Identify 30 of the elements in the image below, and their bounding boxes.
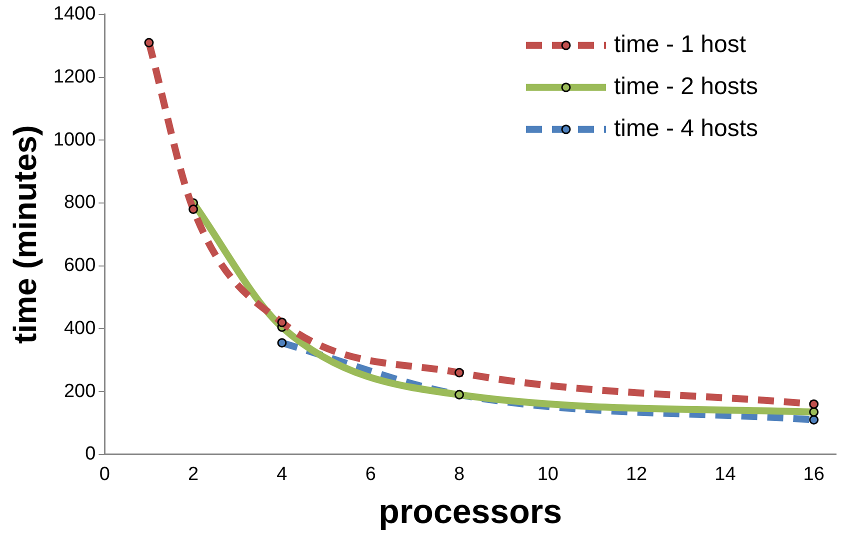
y-axis-title: time (minutes)	[7, 125, 44, 344]
y-tick-label: 1200	[53, 66, 96, 88]
y-tick-label: 200	[64, 380, 96, 402]
point	[809, 407, 819, 417]
y-tick-label: 400	[64, 318, 96, 339]
legend-label: time - 4 hosts	[614, 115, 758, 142]
x-tick-label: 8	[454, 464, 465, 486]
point	[809, 415, 819, 425]
x-tick-label: 4	[276, 464, 288, 486]
point	[809, 399, 819, 409]
y-tick-label: 1400	[53, 4, 96, 25]
x-tick-label: 14	[714, 464, 736, 486]
y-tick-label: 0	[85, 444, 96, 465]
x-tick-label: 2	[188, 464, 199, 486]
point	[277, 338, 287, 348]
x-tick-label: 6	[365, 464, 376, 486]
x-tick-label: 12	[626, 464, 648, 486]
x-tick-label: 10	[537, 464, 558, 486]
y-tick-label: 800	[64, 192, 96, 214]
y-tick-label: 1000	[53, 129, 96, 150]
point	[277, 318, 287, 328]
point	[454, 368, 464, 378]
legend-label: time - 2 hosts	[614, 73, 758, 100]
point	[188, 204, 198, 214]
x-axis-title: processors	[378, 492, 562, 531]
point	[144, 38, 154, 48]
x-tick-label: 0	[99, 464, 110, 486]
legend-label: time - 1 host	[614, 31, 746, 58]
y-tick-label: 600	[64, 255, 96, 276]
x-tick-label: 16	[803, 464, 824, 486]
